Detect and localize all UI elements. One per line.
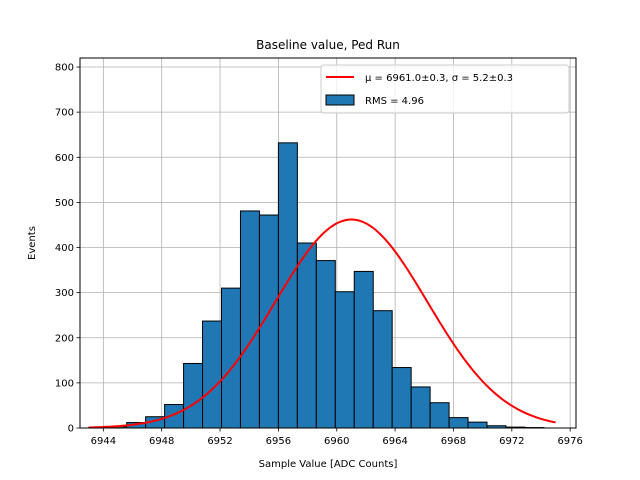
histogram-bar	[315, 260, 336, 429]
x-tick-label: 6944	[91, 436, 116, 447]
histogram-bar	[202, 320, 223, 429]
histogram-bars	[88, 142, 545, 429]
legend-box	[320, 64, 570, 114]
y-tick-label: 400	[55, 243, 74, 254]
histogram-bar	[239, 210, 260, 429]
fit-curve	[88, 218, 556, 429]
histogram-bar	[467, 421, 488, 429]
histogram-bar	[410, 386, 431, 429]
legend: μ = 6961.0±0.3, σ = 5.2±0.3 RMS = 4.96	[320, 64, 570, 114]
histogram-bar	[221, 287, 241, 429]
y-tick-label: 600	[55, 153, 74, 164]
y-tick-label: 100	[55, 378, 74, 389]
chart-title: Baseline value, Ped Run	[256, 38, 400, 52]
x-axis-ticks: 6944 6948 6952 6956 6960 6964 6968 6972 6976	[91, 428, 583, 447]
x-tick-label: 6948	[149, 436, 174, 447]
axes-frame	[79, 57, 577, 429]
x-tick-label: 6964	[382, 436, 407, 447]
y-tick-label: 0	[68, 424, 74, 435]
legend-hist-swatch	[325, 94, 355, 106]
legend-fit-label: μ = 6961.0±0.3, σ = 5.2±0.3	[365, 73, 513, 84]
x-axis-label: Sample Value [ADC Counts]	[259, 459, 398, 470]
histogram-bar	[448, 417, 469, 429]
histogram-bar	[296, 242, 317, 429]
y-axis-ticks: 0 100 200 300 400 500 600 700 800	[55, 63, 80, 435]
histogram-bar	[429, 402, 450, 429]
histogram-bar	[183, 362, 204, 429]
y-tick-label: 800	[55, 63, 74, 74]
x-tick-label: 6976	[557, 436, 582, 447]
y-tick-label: 700	[55, 108, 74, 119]
y-axis-label: Events	[27, 226, 38, 260]
x-tick-label: 6956	[266, 436, 291, 447]
y-tick-label: 200	[55, 333, 74, 344]
histogram-bar	[353, 270, 374, 429]
x-tick-label: 6960	[324, 436, 349, 447]
x-tick-label: 6968	[441, 436, 466, 447]
legend-hist-label: RMS = 4.96	[365, 96, 424, 107]
x-tick-label: 6952	[207, 436, 232, 447]
histogram-bar	[372, 310, 393, 429]
histogram-bar	[391, 367, 412, 429]
y-tick-label: 500	[55, 198, 74, 209]
histogram-bar	[334, 291, 355, 429]
y-tick-label: 300	[55, 288, 74, 299]
histogram-bar	[277, 142, 298, 429]
x-tick-label: 6972	[499, 436, 524, 447]
